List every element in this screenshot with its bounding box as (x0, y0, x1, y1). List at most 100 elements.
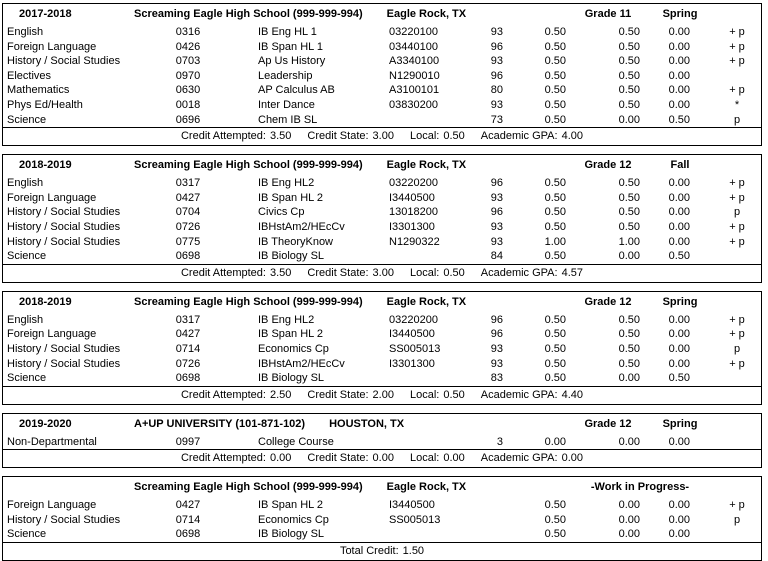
course-row: History / Social Studies 0714 Economics … (3, 513, 761, 528)
course-row: History / Social Studies 0726 IBHstAm2/H… (3, 220, 761, 235)
credit-state-cell: 0.50 (618, 98, 640, 111)
course-number-cell: 0997 (175, 435, 201, 448)
summary-label: Credit State: (307, 452, 369, 465)
school-year: 2017-2018 (19, 8, 72, 20)
section-summary: Credit Attempted: 3.50 Credit State: 3.00 Lo… (3, 263, 761, 282)
credit-state-cell: 0.00 (618, 435, 640, 448)
summary-value: 0.00 (561, 452, 583, 465)
credit-local-cell: 0.00 (668, 40, 690, 53)
course-title-cell: AP Calculus AB (258, 84, 335, 97)
summary-item: Credit Attempted: 0.00 (181, 450, 291, 467)
grade-level: Grade 12 (584, 417, 632, 430)
state-course-code-cell: A3340100 (389, 55, 440, 68)
summary-label: Academic GPA: (480, 266, 558, 279)
course-row: History / Social Studies 0704 Civics Cp … (3, 205, 761, 220)
state-course-code-cell: 03830200 (389, 98, 438, 111)
course-row: Foreign Language 0427 IB Span HL 2 I3440… (3, 498, 761, 513)
credit-local-cell: 0.00 (668, 328, 690, 341)
credit-state-cell: 0.50 (618, 26, 640, 38)
course-title-cell: IB Eng HL 1 (258, 26, 317, 38)
grade-cell: 84 (490, 250, 503, 263)
summary-label: Credit Attempted: (180, 266, 266, 279)
summary-item: Local: 0.00 (410, 450, 465, 467)
summary-label: Local: (409, 266, 440, 279)
state-course-code-cell: I3440500 (389, 191, 435, 204)
school-year: 2019-2020 (19, 417, 72, 430)
credit-state-cell: 0.50 (618, 84, 640, 97)
credit-attempted-cell: 0.50 (544, 55, 566, 68)
credit-attempted-cell: 0.50 (544, 220, 566, 233)
credit-state-cell: 0.50 (618, 55, 640, 68)
course-title-cell: IB Eng HL2 (258, 177, 315, 190)
course-row: Science 0698 IB Biology SL 0.50 0.00 0.0… (3, 527, 761, 542)
flags-cell: * (734, 98, 740, 111)
transcript-section: Screaming Eagle High School (999-999-994… (2, 476, 762, 561)
transcript-section: 2019-2020 A+UP UNIVERSITY (101-871-102) H… (2, 412, 762, 469)
credit-state-cell: 0.50 (618, 313, 640, 326)
credit-state-cell: 0.50 (618, 206, 640, 219)
department-cell: Foreign Language (7, 499, 97, 512)
course-title-cell: Civics Cp (258, 206, 305, 219)
credit-local-cell: 0.00 (668, 435, 690, 448)
term-label: Spring (662, 417, 698, 430)
department-cell: Phys Ed/Health (7, 98, 83, 111)
state-course-code-cell: SS005013 (389, 513, 441, 526)
credit-attempted-cell: 0.50 (544, 250, 566, 263)
course-title-cell: IBHstAm2/HEcCv (258, 220, 345, 233)
credit-attempted-cell: 0.50 (544, 191, 566, 204)
summary-value: 0.00 (443, 452, 465, 465)
course-number-cell: 0703 (175, 55, 201, 68)
credit-attempted-cell: 0.50 (544, 357, 566, 370)
course-number-cell: 0698 (175, 250, 201, 263)
flags-cell: p (733, 342, 741, 355)
section-header: Screaming Eagle High School (999-999-994… (3, 477, 761, 498)
summary-value: 4.00 (561, 130, 583, 143)
summary-item: Local: 0.50 (410, 387, 465, 404)
grade-cell: 96 (490, 177, 503, 190)
section-summary: Credit Attempted: 2.50 Credit State: 2.00 Lo… (3, 385, 761, 404)
state-course-code-cell: A3100101 (389, 84, 440, 97)
credit-attempted-cell: 0.50 (544, 177, 566, 190)
state-course-code-cell: N1290010 (389, 69, 440, 82)
state-course-code-cell: 03220200 (389, 313, 438, 326)
course-number-cell: 0726 (175, 220, 201, 233)
school-name: Screaming Eagle High School (999-999-994… (134, 481, 363, 494)
state-course-code-cell: N1290322 (389, 235, 440, 248)
flags-cell: + p (729, 499, 745, 512)
credit-attempted-cell: 0.50 (544, 40, 566, 53)
transcript-section: 2017-2018 Screaming Eagle High School (9… (2, 3, 762, 147)
course-title-cell: IB TheoryKnow (258, 235, 334, 248)
course-rows: Non-Departmental 0997 College Course 3 0… (3, 435, 761, 450)
course-number-cell: 0970 (175, 69, 201, 82)
course-title-cell: IB Span HL 2 (258, 499, 324, 512)
flags-cell: + p (729, 328, 745, 341)
course-row: Science 0698 IB Biology SL 84 0.50 0.00 … (3, 249, 761, 264)
course-title-cell: Leadership (258, 69, 313, 82)
summary-item: Academic GPA: 4.00 (481, 128, 583, 145)
credit-state-cell: 0.50 (618, 357, 640, 370)
credit-attempted-cell: 0.50 (544, 113, 566, 126)
school-name: Screaming Eagle High School (999-999-994… (134, 8, 363, 20)
flags-cell: + p (729, 177, 745, 190)
summary-label: Credit Attempted: (180, 388, 266, 401)
course-title-cell: Economics Cp (258, 513, 329, 526)
credit-local-cell: 0.00 (668, 84, 690, 97)
summary-item: Credit State: 3.00 (307, 128, 394, 145)
transcript-section: 2018-2019 Screaming Eagle High School (9… (2, 154, 762, 283)
summary-item: Academic GPA: 4.40 (481, 387, 583, 404)
credit-state-cell: 0.50 (618, 40, 640, 53)
credit-state-cell: 0.50 (618, 342, 640, 355)
course-number-cell: 0018 (175, 98, 201, 111)
summary-label: Credit Attempted: (180, 452, 266, 465)
school-line: Screaming Eagle High School (999-999-994… (3, 296, 466, 308)
grade-cell: 80 (490, 84, 503, 97)
course-row: Science 0696 Chem IB SL 73 0.50 0.00 0.5… (3, 113, 761, 128)
grade-level: Grade 12 (584, 295, 632, 308)
summary-value: 0.50 (443, 388, 465, 401)
summary-item: Credit Attempted: 3.50 (181, 128, 291, 145)
course-number-cell: 0775 (175, 235, 201, 248)
course-title-cell: Chem IB SL (258, 113, 318, 126)
course-number-cell: 0698 (175, 372, 201, 385)
course-title-cell: IB Biology SL (258, 372, 325, 385)
course-row: Foreign Language 0426 IB Span HL 1 03440… (3, 40, 761, 55)
